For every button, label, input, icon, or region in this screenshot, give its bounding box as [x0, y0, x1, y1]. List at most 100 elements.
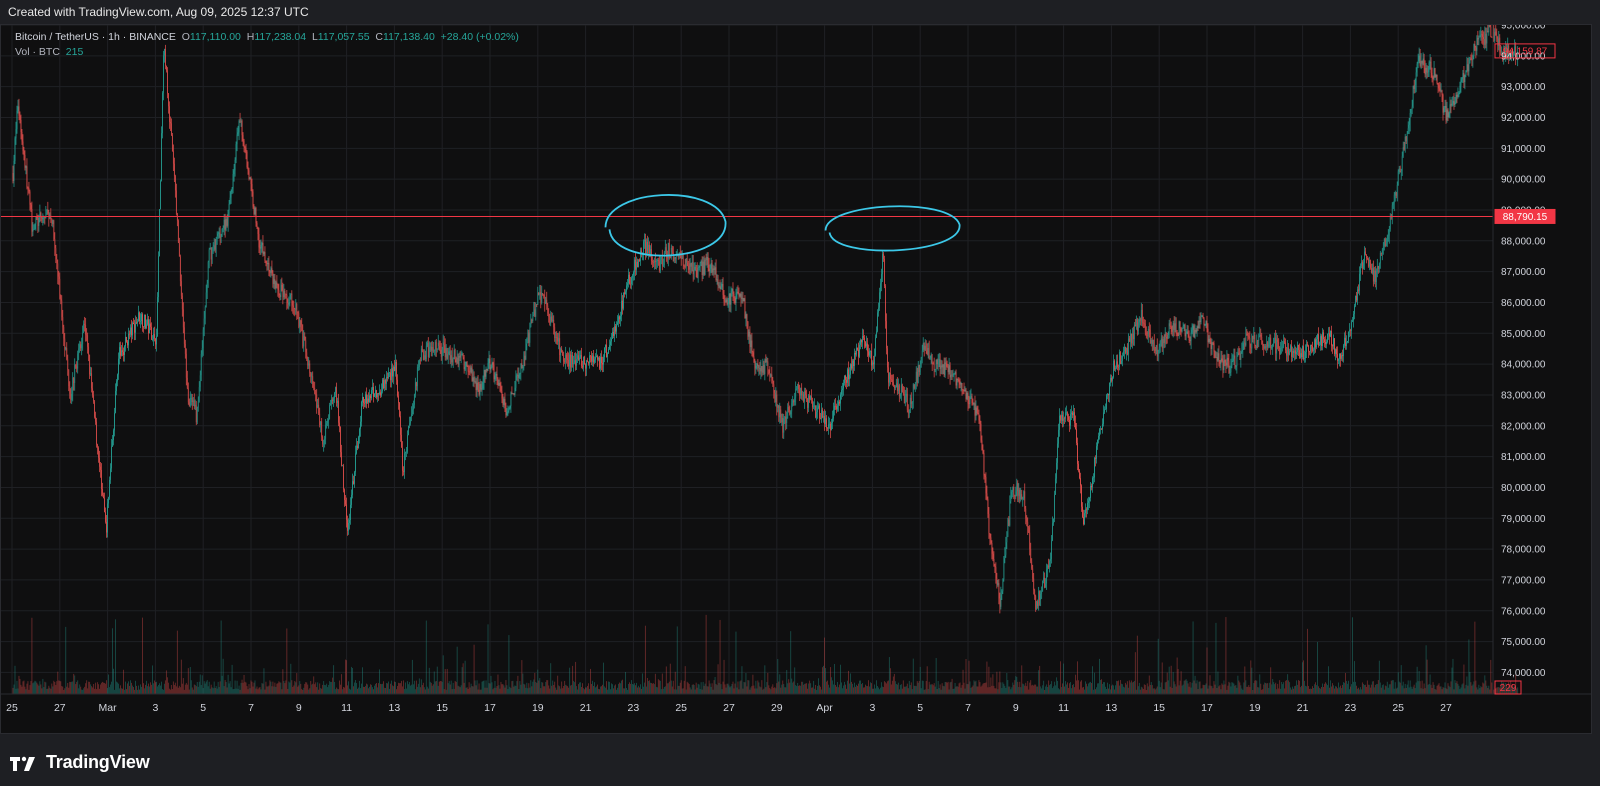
candle-body: [815, 405, 816, 418]
candle-body: [658, 261, 660, 271]
candle-body: [1491, 36, 1493, 38]
candle-body: [1314, 339, 1315, 350]
candle-body: [789, 410, 791, 415]
candle-body: [346, 504, 347, 520]
candle-body: [792, 400, 794, 404]
candle-body: [1351, 321, 1352, 331]
candle-body: [94, 401, 96, 417]
annotation-layer[interactable]: [604, 194, 961, 257]
candle-body: [721, 283, 723, 287]
candle-body: [1012, 487, 1014, 491]
candle-body: [141, 314, 142, 322]
candle-body: [1112, 377, 1113, 381]
candle-body: [235, 144, 237, 160]
volume-bar: [1517, 687, 1519, 694]
tradingview-brand[interactable]: TradingView: [10, 752, 150, 773]
candle-body: [1232, 358, 1234, 361]
candle-body: [654, 260, 656, 262]
candle-body: [979, 420, 981, 424]
candle-body: [563, 355, 565, 362]
volume-bar: [65, 626, 67, 694]
candle-body: [394, 366, 395, 371]
candle-body: [946, 363, 948, 367]
candle-body: [13, 160, 15, 181]
candle-body: [985, 477, 987, 494]
chart-canvas[interactable]: 74,000.0075,000.0076,000.0077,000.0078,0…: [1, 25, 1591, 733]
volume-bar: [734, 683, 736, 694]
candle-body: [1257, 340, 1259, 342]
candle-body: [731, 288, 733, 292]
candle-body: [774, 392, 776, 403]
volume-bar: [387, 683, 388, 694]
candle-body: [1023, 491, 1025, 499]
volume-bar: [1417, 681, 1419, 694]
candle-body: [199, 375, 201, 388]
volume-bar: [782, 680, 784, 694]
volume-bar: [982, 683, 984, 694]
volume-bar: [913, 685, 915, 694]
volume-bar: [1500, 684, 1502, 694]
volume-bar: [1254, 680, 1256, 694]
candle-body: [133, 322, 134, 325]
volume-bar: [217, 681, 219, 694]
volume-bar: [1012, 682, 1014, 694]
volume-bar: [923, 689, 925, 694]
candle-body: [241, 120, 243, 136]
volume-bar: [1086, 683, 1087, 694]
volume-bar: [901, 688, 903, 694]
volume-bar: [876, 686, 878, 694]
time-tick-label: 7: [965, 702, 971, 714]
candle-body: [625, 291, 626, 295]
candle-body: [1416, 63, 1418, 73]
candle-body: [276, 282, 278, 285]
candle-body: [1331, 330, 1332, 346]
candle-body: [485, 368, 487, 377]
volume-bar: [167, 682, 169, 694]
volume-bar: [644, 625, 646, 694]
volume-bar: [1453, 689, 1455, 694]
candle-body: [697, 267, 699, 278]
volume-bar: [299, 681, 301, 694]
candle-body: [441, 349, 443, 357]
volume-bar: [950, 681, 952, 694]
volume-bar: [619, 682, 620, 694]
candle-body: [69, 386, 71, 394]
volume-bar: [508, 635, 510, 694]
volume-bar: [902, 680, 904, 694]
candle-body: [155, 338, 156, 345]
candle-body: [929, 358, 931, 360]
volume-bar: [189, 667, 191, 694]
candle-body: [807, 398, 809, 408]
volume-bar: [1489, 689, 1491, 694]
volume-bar: [1115, 680, 1117, 694]
volume-bar: [1291, 689, 1293, 694]
candle-body: [703, 261, 705, 275]
volume-bar: [1300, 687, 1302, 694]
candle-body: [455, 359, 457, 363]
volume-bar: [1484, 675, 1486, 694]
candle-body: [482, 382, 484, 389]
candle-body: [331, 399, 333, 404]
candle-body: [1488, 25, 1490, 33]
volume-bar: [964, 688, 966, 694]
volume-bar: [875, 680, 877, 694]
candle-body: [1497, 38, 1499, 46]
candle-body: [1217, 353, 1219, 361]
chart-pane[interactable]: 74,000.00 75,000.00 76,000.00 77,000.00 78,0…: [0, 24, 1592, 734]
candle-body: [519, 373, 521, 374]
candle-body: [352, 481, 353, 495]
volume-bar: [311, 684, 313, 694]
candle-body: [1001, 591, 1003, 595]
axis-layer: 74,000.0075,000.0076,000.0077,000.0078,0…: [1, 25, 1591, 714]
candle-body: [1165, 333, 1167, 337]
volume-bar: [319, 683, 321, 694]
candle-body: [723, 294, 725, 302]
candle-body: [1388, 229, 1390, 236]
volume-bar: [588, 683, 589, 694]
volume-bar: [488, 683, 490, 694]
candle-body: [702, 261, 704, 275]
candle-body: [226, 219, 228, 226]
time-tick-label: 9: [296, 702, 302, 714]
volume-bar: [598, 688, 599, 694]
volume-bar: [1218, 686, 1220, 694]
